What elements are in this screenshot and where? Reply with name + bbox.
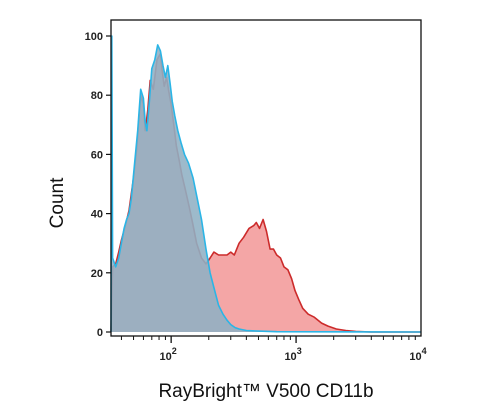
y-tick-label: 40	[91, 209, 103, 221]
series-layer	[110, 35, 422, 333]
y-axis-title: Count	[47, 177, 68, 228]
ticks-layer: 0 20 40 60 80 100 102 103 104	[85, 31, 427, 363]
y-tick-label: 100	[85, 31, 103, 43]
x-tick-label: 102	[160, 346, 177, 363]
axes-layer	[110, 19, 422, 337]
plot-frame	[110, 19, 422, 337]
y-tick-label: 80	[91, 90, 103, 102]
x-tick-label: 103	[284, 346, 301, 363]
y-tick-label: 20	[91, 268, 103, 280]
series-2-line	[110, 35, 422, 333]
y-tick-label: 0	[97, 327, 103, 339]
x-tick-label: 104	[409, 346, 426, 363]
series-2-area	[111, 36, 421, 332]
y-tick-label: 60	[91, 149, 103, 161]
x-axis-title: RayBright™ V500 CD11b	[158, 381, 373, 402]
